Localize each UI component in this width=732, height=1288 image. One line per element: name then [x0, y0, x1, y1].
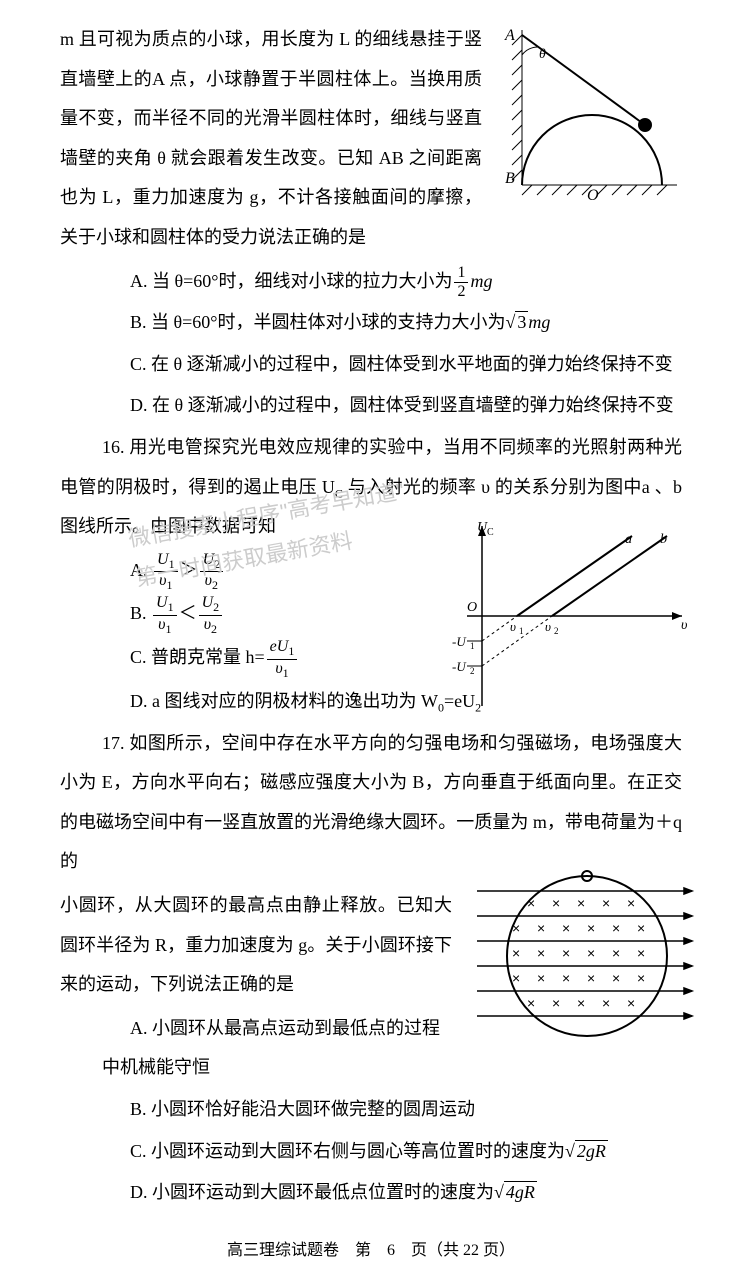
- svg-text:2: 2: [554, 626, 559, 636]
- svg-text:×: ×: [587, 920, 595, 936]
- svg-text:υ: υ: [545, 619, 551, 634]
- optC-sqrt: 2gR: [575, 1140, 608, 1161]
- svg-text:×: ×: [637, 970, 645, 986]
- q16-optA: A. U1υ1＞U2υ2: [60, 551, 412, 593]
- optC-pre: C. 普朗克常量 h=: [130, 647, 265, 667]
- svg-text:×: ×: [627, 995, 635, 1011]
- optD-sqrt: 4gR: [504, 1181, 537, 1202]
- q15-optC: C. 在 θ 逐渐减小的过程中，圆柱体受到水平地面的弹力始终保持不变: [60, 345, 682, 385]
- fracA2: U2υ2: [200, 551, 224, 593]
- fracB2: U2υ2: [199, 594, 223, 636]
- gt: ＞: [180, 560, 198, 580]
- fracA1: U1υ1: [154, 551, 178, 593]
- svg-text:×: ×: [552, 995, 560, 1011]
- q15-optB: B. 当 θ=60°时，半圆柱体对小球的支持力大小为√3mg: [60, 303, 682, 343]
- q16-figure: UC O υ υ1 υ2 -U1 -U2 a b: [437, 521, 692, 711]
- fracB1: U1υ1: [153, 594, 177, 636]
- svg-text:×: ×: [587, 945, 595, 961]
- svg-text:×: ×: [602, 995, 610, 1011]
- optB-post: mg: [528, 312, 550, 332]
- optB-label: B.: [130, 603, 151, 623]
- svg-text:B: B: [505, 170, 515, 187]
- svg-text:×: ×: [587, 970, 595, 986]
- optD-pre: D. a 图线对应的阴极材料的逸出功为 W: [130, 691, 438, 711]
- svg-text:×: ×: [637, 945, 645, 961]
- page-footer: 高三理综试题卷 第 6 页（共 22 页）: [60, 1233, 682, 1268]
- svg-text:×: ×: [637, 920, 645, 936]
- q15-stem: m 且可视为质点的小球，用长度为 L 的细线悬挂于竖直墙壁上的A 点，小球静置于…: [60, 20, 682, 258]
- svg-text:×: ×: [577, 995, 585, 1011]
- q15-text: m 且可视为质点的小球，用长度为 L 的细线悬挂于竖直墙壁上的A 点，小球静置于…: [60, 29, 482, 247]
- svg-text:×: ×: [602, 895, 610, 911]
- svg-text:A: A: [504, 27, 515, 44]
- svg-text:×: ×: [627, 895, 635, 911]
- sqrt3: 3: [515, 311, 528, 332]
- q17-optD: D. 小圆环运动到大圆环最低点位置时的速度为√4gR: [60, 1173, 682, 1213]
- svg-text:-U: -U: [452, 634, 467, 649]
- svg-text:×: ×: [612, 945, 620, 961]
- svg-text:×: ×: [612, 920, 620, 936]
- q16-optB: B. U1υ1＜U2υ2: [60, 594, 412, 636]
- svg-text:×: ×: [512, 970, 520, 986]
- svg-text:×: ×: [562, 920, 570, 936]
- q15-optA: A. 当 θ=60°时，细线对小球的拉力大小为12mg: [60, 262, 682, 302]
- q15-optD: D. 在 θ 逐渐减小的过程中，圆柱体受到竖直墙壁的弹力始终保持不变: [60, 386, 682, 426]
- optB-pre: B. 当 θ=60°时，半圆柱体对小球的支持力大小为: [130, 312, 505, 332]
- svg-text:×: ×: [537, 970, 545, 986]
- svg-text:×: ×: [512, 920, 520, 936]
- svg-text:υ: υ: [681, 618, 687, 633]
- q16-optC: C. 普朗克常量 h=eU1υ1: [60, 638, 412, 680]
- q17-figure: ××××× ×××××× ×××××× ×××××× ×××××: [472, 866, 702, 1046]
- svg-text:1: 1: [519, 626, 524, 636]
- svg-text:a: a: [625, 532, 632, 547]
- frac-half: 12: [454, 264, 468, 300]
- q16-sub: C: [335, 486, 343, 500]
- svg-text:×: ×: [512, 945, 520, 961]
- svg-text:O: O: [467, 600, 477, 615]
- svg-text:1: 1: [470, 641, 475, 651]
- svg-text:b: b: [660, 532, 667, 547]
- svg-text:×: ×: [562, 970, 570, 986]
- q17-stem: 17. 如图所示，空间中存在水平方向的匀强电场和匀强磁场，电场强度大小为 E，方…: [60, 724, 682, 882]
- svg-text:×: ×: [537, 945, 545, 961]
- optA-post: mg: [470, 271, 492, 291]
- svg-text:υ: υ: [510, 619, 516, 634]
- svg-text:θ: θ: [539, 47, 546, 62]
- optA-label: A.: [130, 560, 152, 580]
- q17-optC: C. 小圆环运动到大圆环右侧与圆心等高位置时的速度为√2gR: [60, 1132, 682, 1172]
- svg-text:×: ×: [527, 895, 535, 911]
- svg-text:O: O: [587, 187, 599, 204]
- optA-pre: A. 当 θ=60°时，细线对小球的拉力大小为: [130, 271, 452, 291]
- svg-text:C: C: [487, 527, 494, 538]
- fracC: eU1υ1: [267, 638, 298, 680]
- optD-pre: D. 小圆环运动到大圆环最低点位置时的速度为: [130, 1182, 494, 1202]
- optC-pre: C. 小圆环运动到大圆环右侧与圆心等高位置时的速度为: [130, 1141, 565, 1161]
- svg-text:×: ×: [577, 895, 585, 911]
- q17-optB: B. 小圆环恰好能沿大圆环做完整的圆周运动: [60, 1090, 682, 1130]
- svg-text:×: ×: [562, 945, 570, 961]
- svg-text:-U: -U: [452, 659, 467, 674]
- svg-text:×: ×: [612, 970, 620, 986]
- lt: ＜: [179, 603, 197, 623]
- svg-text:×: ×: [527, 995, 535, 1011]
- svg-text:×: ×: [537, 920, 545, 936]
- q15-figure: A θ B O: [497, 25, 682, 205]
- svg-text:×: ×: [552, 895, 560, 911]
- svg-text:2: 2: [470, 666, 475, 676]
